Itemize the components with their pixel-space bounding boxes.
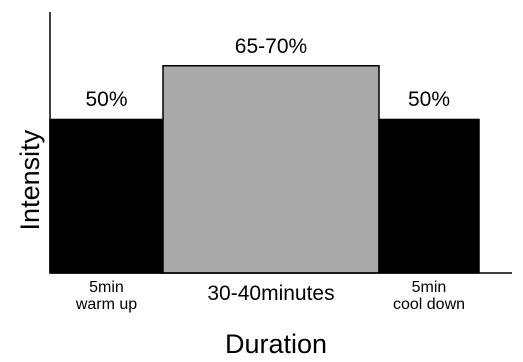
bar-1 — [49, 118, 164, 274]
category-label-3-line-2: cool down — [392, 295, 466, 313]
category-label-3-line-1: 5min — [411, 279, 447, 296]
category-label-1: 5min warm up — [75, 279, 138, 314]
category-label-1-line-1: 5min — [89, 279, 124, 296]
category-label-2: 30-40minutes — [207, 282, 335, 305]
y-axis-title: Intensity — [14, 129, 45, 231]
bar-2 — [162, 64, 380, 274]
category-label-3: 5min cool down — [392, 279, 466, 314]
bar-3 — [378, 118, 480, 274]
bar-value-label-3: 50% — [407, 88, 451, 112]
bar-value-label-2: 65-70% — [234, 34, 308, 58]
category-label-1-line-2: warm up — [75, 295, 138, 313]
bar-value-label-1: 50% — [85, 88, 128, 112]
x-axis-title: Duration — [224, 329, 328, 359]
bars-layer — [49, 64, 480, 274]
